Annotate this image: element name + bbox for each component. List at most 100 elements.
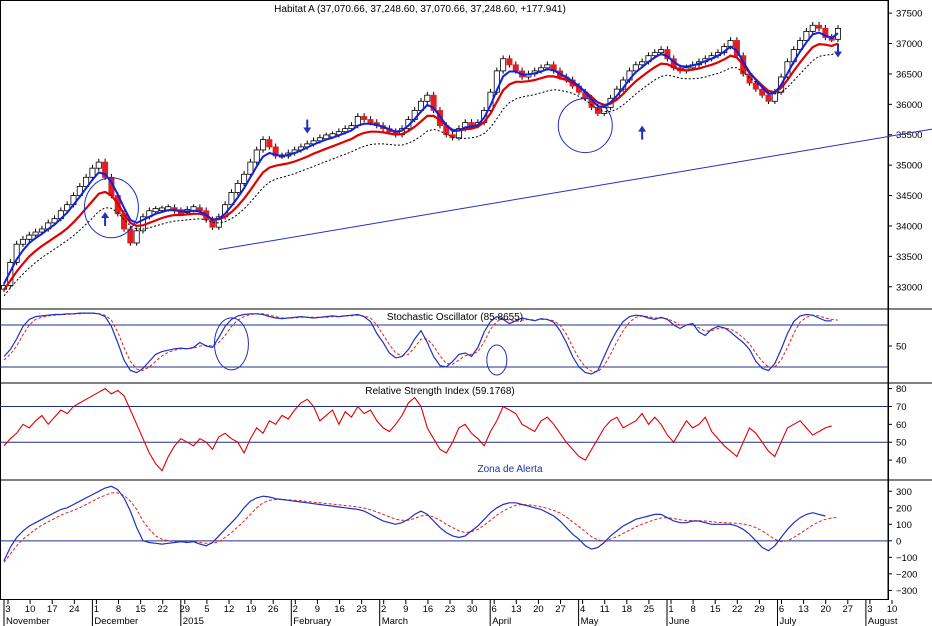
price-axis-tick-label: 35500: [896, 130, 922, 141]
stochastic-panel: 50: [0, 312, 907, 376]
x-tick-label: 12: [224, 604, 235, 615]
macd-axis-tick-label: 0: [896, 536, 901, 547]
candle-up: [253, 149, 260, 163]
candle-down: [367, 119, 374, 123]
price-panel: 33000 33500 34000 34500 35000 35500 36000 36500…: [0, 9, 932, 297]
x-tick-label: 27: [555, 604, 566, 615]
candle-up: [51, 218, 58, 224]
x-tick-label: 23: [445, 604, 456, 615]
rsi-axis-tick-label: 50: [896, 438, 907, 449]
candle-down: [594, 106, 601, 114]
candle-down: [752, 82, 759, 90]
rsi-panel: 40 50 60 70 80: [0, 384, 907, 472]
month-label: April: [492, 616, 511, 626]
x-tick-label: 1: [94, 604, 99, 615]
candle-up: [500, 58, 507, 72]
candle-down: [765, 94, 772, 102]
candle-up: [234, 182, 241, 193]
x-tick-label: 6: [779, 604, 784, 615]
rsi-line: [3, 387, 832, 472]
x-tick-label: 26: [268, 604, 279, 615]
x-tick-label: 1: [668, 604, 673, 615]
macd-signal-line: [3, 492, 839, 563]
x-tick-label: 29: [180, 604, 191, 615]
month-label: March: [382, 616, 408, 626]
stochastic-k-line: [3, 312, 832, 375]
month-label: December: [94, 616, 138, 626]
candle-up: [247, 161, 254, 175]
candle-up: [639, 61, 646, 66]
x-tick-label: 27: [843, 604, 854, 615]
x-axis: 3 10 17 24 1 8 15 22 29 5 12 19 26 2 9 16 23 2 9 16 23 30 6 13 2…: [3, 600, 898, 626]
candle-down: [102, 161, 109, 178]
rsi-axis-tick-label: 60: [896, 420, 907, 431]
price-axis-tick-label: 36000: [896, 100, 922, 111]
trendline: [218, 128, 932, 251]
highlight-circle: [486, 344, 508, 376]
candle-down: [430, 94, 437, 111]
plot-border: [0, 0, 889, 600]
candle-down: [759, 88, 766, 96]
x-tick-label: 16: [423, 604, 434, 615]
candle-up: [424, 94, 431, 102]
price-axis-tick-label: 33500: [896, 252, 922, 263]
candle-down: [512, 64, 519, 72]
x-tick-label: 20: [533, 604, 544, 615]
x-tick-label: 18: [622, 604, 633, 615]
x-tick-label: 24: [69, 604, 80, 615]
price-axis-tick-label: 37500: [896, 9, 922, 20]
x-tick-label: 23: [356, 604, 367, 615]
x-tick-label: 5: [204, 604, 209, 615]
macd-axis-tick-label: −200: [896, 569, 917, 580]
macd-panel: 300 200 100 0 −100 −200 −300: [0, 485, 917, 597]
candle-up: [83, 176, 90, 187]
candle-up: [7, 262, 14, 286]
candle-up: [152, 208, 159, 213]
rsi-axis-tick-label: 70: [896, 402, 907, 413]
x-tick-label: 2: [381, 604, 386, 615]
rsi-axis-tick-label: 80: [896, 384, 907, 395]
month-label: May: [581, 616, 599, 626]
stochastic-d-line: [3, 312, 839, 373]
alert-zone-label: Zona de Alerta: [477, 464, 542, 475]
month-label: 2015: [183, 616, 204, 626]
macd-axis-tick-label: 100: [896, 520, 912, 531]
x-tick-label: 9: [403, 604, 408, 615]
x-tick-label: 10: [887, 604, 898, 615]
candle-down: [822, 27, 829, 38]
macd-axis-tick-label: 300: [896, 487, 912, 498]
candle-up: [658, 49, 665, 54]
x-tick-label: 8: [690, 604, 695, 615]
candle-up: [158, 207, 165, 211]
candle-down: [506, 58, 513, 66]
candle-up: [26, 234, 33, 240]
candle-up: [803, 30, 810, 41]
down-arrow-icon: [834, 43, 842, 58]
candle-up: [651, 52, 658, 57]
x-tick-label: 2: [293, 604, 298, 615]
highlight-circle: [213, 317, 249, 371]
candle-up: [260, 139, 267, 151]
x-tick-label: 11: [600, 604, 610, 615]
x-tick-label: 13: [798, 604, 809, 615]
x-tick-label: 30: [467, 604, 478, 615]
highlight-circle: [83, 177, 139, 239]
price-axis-tick-label: 35000: [896, 161, 922, 172]
candle-up: [38, 228, 45, 233]
candle-up: [64, 204, 71, 212]
candle-up: [455, 128, 462, 139]
price-axis-tick-label: 37000: [896, 39, 922, 50]
x-tick-label: 22: [732, 604, 743, 615]
rsi-title: Relative Strength Index (59.1768): [365, 386, 515, 397]
price-axis-tick-label: 33000: [896, 282, 922, 293]
candle-down: [209, 219, 216, 228]
rsi-axis-tick-label: 40: [896, 456, 907, 467]
up-arrow-icon: [638, 125, 647, 140]
candle-up: [316, 137, 323, 142]
x-tick-label: 22: [157, 604, 168, 615]
candle-up: [342, 128, 349, 133]
candle-up: [95, 161, 102, 169]
ma-slow-line: [3, 42, 839, 291]
candle-down: [468, 122, 475, 127]
